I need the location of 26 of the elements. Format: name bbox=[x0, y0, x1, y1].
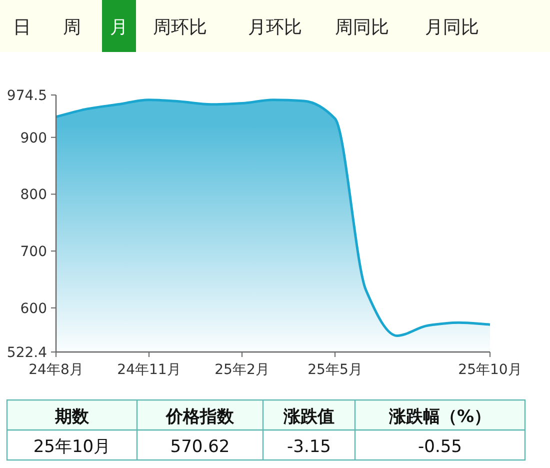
text: 日 bbox=[13, 17, 31, 38]
y-tick-label: 974.5 bbox=[6, 88, 47, 104]
x-tick-label: 24年11月 bbox=[117, 362, 181, 378]
text: 周同比 bbox=[335, 17, 389, 38]
x-tick-label: 25年5月 bbox=[308, 362, 362, 378]
x-tick-label: 25年10月 bbox=[458, 362, 522, 378]
text: -0.55 bbox=[418, 437, 462, 457]
text: 月同比 bbox=[425, 17, 479, 38]
text: 570.62 bbox=[170, 437, 230, 457]
text: 期数 bbox=[54, 407, 90, 427]
y-tick-label: 522.4 bbox=[6, 345, 48, 361]
text: 25年10月 bbox=[33, 437, 111, 457]
text: 涨跌值 bbox=[282, 407, 334, 427]
y-tick-label: 800 bbox=[20, 187, 47, 204]
text: -3.15 bbox=[287, 437, 331, 457]
y-tick-label: 600 bbox=[20, 300, 47, 317]
text: 涨跌幅（%） bbox=[388, 407, 492, 427]
x-tick-label: 25年2月 bbox=[214, 362, 270, 378]
text: 周环比 bbox=[153, 17, 207, 38]
text: 周 bbox=[63, 17, 81, 38]
text: 月环比 bbox=[248, 17, 302, 38]
y-tick-label: 700 bbox=[20, 244, 47, 260]
text: 月 bbox=[110, 17, 128, 38]
text: 价格指数 bbox=[165, 407, 235, 427]
y-tick-label: 900 bbox=[20, 130, 47, 146]
x-tick-label: 24年8月 bbox=[28, 362, 84, 378]
